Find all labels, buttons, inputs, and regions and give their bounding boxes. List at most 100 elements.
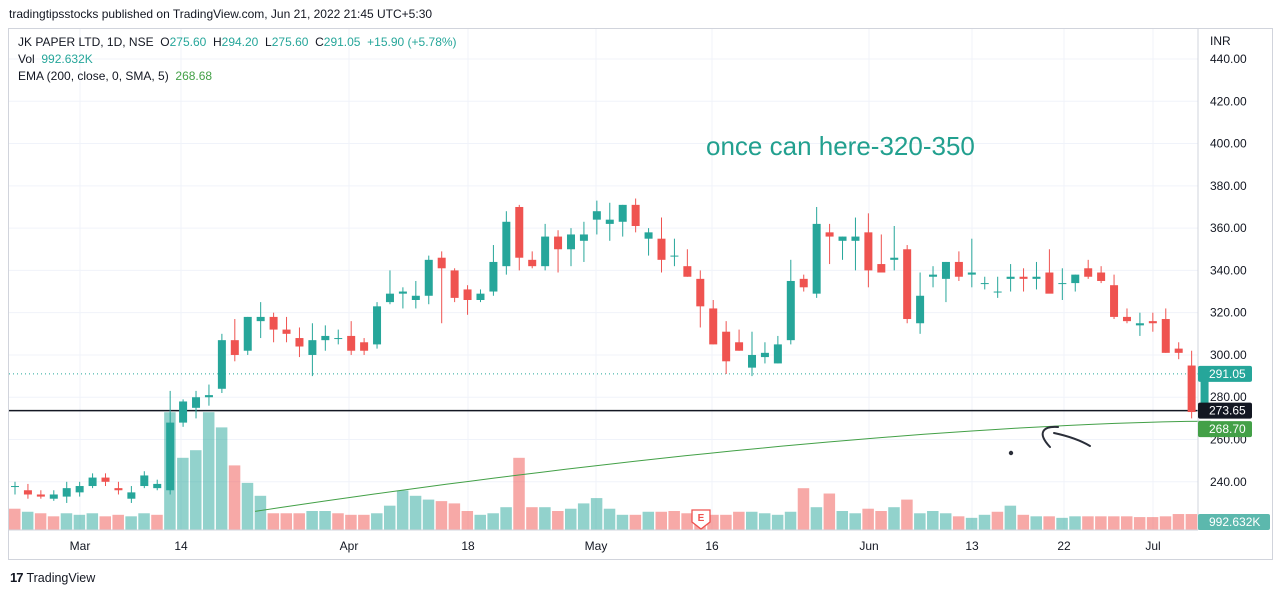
candle-body [1110,285,1119,317]
time-tick-label: 13 [965,539,979,553]
candle-down [825,223,834,265]
candle-body [140,475,149,487]
volume-bar [939,513,952,530]
volume-bar [888,507,900,530]
candle-body [760,352,769,358]
candle-body [360,342,369,351]
volume-bar [86,513,99,530]
volume-bar [151,514,163,530]
candle-body [1200,373,1209,413]
candle-up [1058,268,1067,300]
candle-body [592,211,601,220]
legend-open-label: O [160,35,170,49]
candle-up [748,331,757,377]
candle-down [696,270,705,328]
volume-bar [901,499,913,530]
volume-bar [1120,516,1133,530]
volume-bar [332,513,344,530]
candle-body [916,295,925,324]
volume-bar [358,514,370,530]
volume-bar [1056,517,1068,530]
candle-down [515,204,524,271]
volume-bar [991,511,1004,530]
candle-up [502,211,511,275]
candle-up [851,217,860,271]
legend-close-label: C [315,35,324,49]
volume-bar [319,511,331,530]
candle-body [851,236,860,241]
price-tick-label: 440.00 [1210,52,1247,66]
candle-down [709,299,718,345]
candle-down [903,245,912,324]
candle-body [1174,348,1183,353]
candle-down [23,483,32,499]
price-axis: 440.00 420.00 400.00 380.00 360.00 340.00 320.… [1210,52,1247,489]
candle-up [411,280,420,309]
price-tick-label: 360.00 [1210,221,1247,235]
volume-tag-label: 992.632K [1209,515,1260,529]
candle-body [1161,319,1170,353]
volume-bar [668,511,680,530]
volume-bar [1030,516,1042,530]
volume-bar [862,508,874,530]
candle-body [941,261,950,279]
candle-body [101,477,110,482]
volume-bar [474,514,486,530]
candle-down [528,251,537,269]
candle-body [696,278,705,307]
earnings-marker: E [691,509,711,530]
time-tick-label: 14 [174,539,188,553]
volume-tag: 992.632K [1198,514,1270,530]
legend-high: 294.20 [221,35,259,49]
candle-up [760,342,769,364]
candle-up [49,490,58,501]
volume-bar [190,450,202,530]
candle-down [450,268,459,303]
candle-up [670,238,679,267]
candle-body [295,338,304,347]
candle-up [75,481,84,497]
candle-down [114,481,123,495]
volume-bar [177,457,189,530]
candle-body [49,494,58,499]
candle-up [980,276,989,290]
volume-bar [720,514,732,530]
earnings-marker-label: E [698,513,705,524]
volume-bar [642,511,655,530]
candle-body [23,490,32,495]
candle-up [476,289,485,303]
volume-bar [1185,514,1198,530]
volume-bar [823,493,836,530]
volume-bar [1082,516,1094,530]
candle-up [541,223,550,271]
candle-down [657,217,666,273]
candle-up [786,259,795,345]
candle-up [489,245,498,296]
volume-bar [267,513,280,530]
volume-bar [487,513,499,530]
tradingview-brand[interactable]: 17 TradingView [10,570,95,585]
candle-body [670,255,679,257]
volume-bar [849,513,861,530]
volume-bar [99,516,112,530]
handwritten-arrow-drawing [1008,425,1091,456]
candle-up [644,228,653,256]
level-price-tag: 273.65 [1198,402,1252,419]
candle-up [941,261,950,303]
candle-down [1097,266,1106,284]
volume-bar [9,508,21,530]
grid-lines [9,29,1198,530]
chart-legend: JK PAPER LTD, 1D, NSE O275.60 H294.20 L2… [18,34,457,85]
candle-body [825,232,834,237]
volume-bar [500,507,512,530]
volume-bar [655,511,667,530]
volume-bar [1172,514,1185,530]
candle-body [566,234,575,250]
candle-body [554,236,563,250]
tradingview-brand-name: TradingView [26,570,96,585]
candle-body [489,261,498,292]
price-tick-label: 380.00 [1210,179,1247,193]
volume-bar [280,513,293,530]
candle-body [838,236,847,241]
